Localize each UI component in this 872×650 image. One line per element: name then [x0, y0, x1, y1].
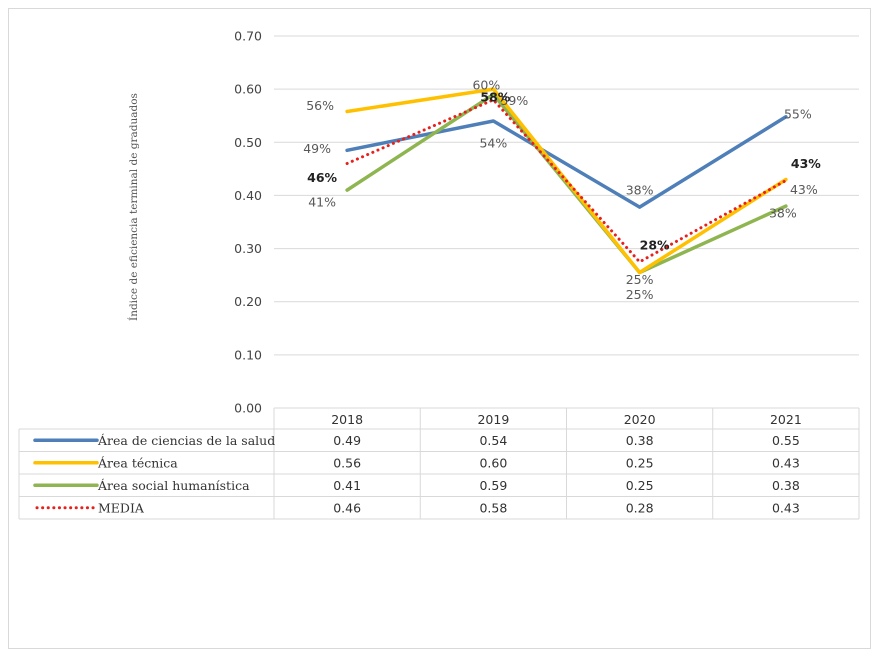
table-cell: 0.25: [626, 478, 654, 493]
y-tick-label: 0.10: [234, 347, 262, 362]
table-cell: 0.49: [333, 433, 361, 448]
y-tick-label: 0.20: [234, 294, 262, 309]
y-tick-label: 0.40: [234, 188, 262, 203]
series-name: Área técnica: [97, 455, 178, 470]
chart: 0.00 0.10 0.20 0.30 0.40 0.50 0.60 0.70 Índice d…: [18, 29, 860, 520]
data-label: 38%: [769, 206, 797, 221]
table-cell: 0.25: [626, 455, 654, 470]
table-cell: 0.58: [479, 500, 507, 515]
table-cell: 0.41: [333, 478, 361, 493]
table-cell: 0.54: [479, 433, 507, 448]
y-tick-label: 0.70: [234, 29, 262, 44]
table-cell: 0.28: [626, 500, 654, 515]
table-cell: 0.38: [772, 478, 800, 493]
data-label: 38%: [626, 183, 654, 198]
y-tick-label: 0.30: [234, 241, 262, 256]
series-line: [345, 115, 788, 209]
series-name: Área de ciencias de la salud: [97, 433, 275, 448]
data-label: 49%: [303, 141, 331, 156]
data-label: 46%: [307, 170, 337, 185]
chart-frame: 0.00 0.10 0.20 0.30 0.40 0.50 0.60 0.70 Índice d…: [8, 8, 871, 649]
table-cell: 0.38: [626, 433, 654, 448]
series-line: [345, 98, 788, 264]
data-label: 60%: [472, 78, 500, 93]
x-category-label: 2020: [624, 412, 656, 427]
data-label: 25%: [626, 272, 654, 287]
table-cell: 0.55: [772, 433, 800, 448]
data-label: 43%: [790, 182, 818, 197]
y-tick-label: 0.00: [234, 401, 262, 416]
data-label: 56%: [306, 98, 334, 113]
table-cell: 0.56: [333, 455, 361, 470]
y-axis-label: Índice de eficiencia terminal de graduad…: [126, 93, 140, 321]
x-category-label: 2021: [770, 412, 802, 427]
data-label: 41%: [308, 195, 336, 210]
table-cell: 0.59: [479, 478, 507, 493]
series-name: MEDIA: [98, 500, 145, 515]
x-category-label: 2018: [331, 412, 363, 427]
data-label: 28%: [640, 237, 670, 252]
data-label: 55%: [784, 106, 812, 121]
data-label: 58%: [480, 89, 510, 104]
data-label: 25%: [626, 287, 654, 302]
table-cell: 0.46: [333, 500, 361, 515]
table-cell: 0.60: [479, 455, 507, 470]
table-cell: 0.43: [772, 455, 800, 470]
x-category-label: 2019: [477, 412, 509, 427]
table-cell: 0.43: [772, 500, 800, 515]
y-tick-label: 0.50: [234, 135, 262, 150]
data-label: 54%: [479, 136, 507, 151]
data-label: 43%: [791, 156, 821, 171]
series-name: Área social humanística: [97, 478, 250, 493]
data-label: 59%: [500, 93, 528, 108]
y-tick-label: 0.60: [234, 82, 262, 97]
